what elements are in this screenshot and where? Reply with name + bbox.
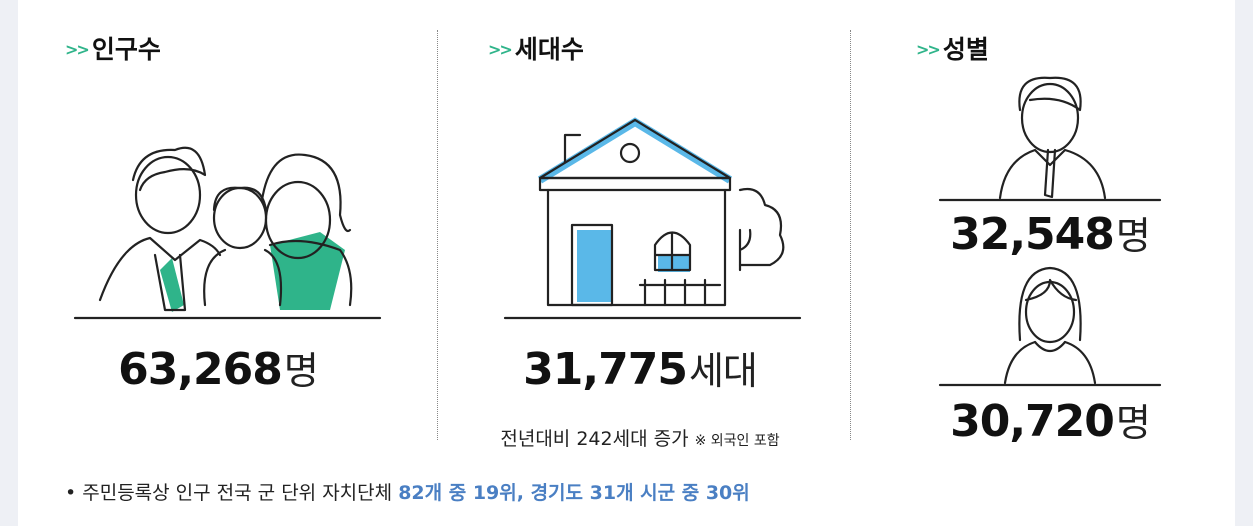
footer-highlight: 82개 중 19위, 경기도 31개 시군 중 30위 xyxy=(398,482,750,504)
family-icon xyxy=(73,146,382,320)
value: 30,720 xyxy=(950,396,1115,447)
divider xyxy=(850,30,851,440)
male-value: 32,548명 xyxy=(905,205,1195,260)
title-text: 세대수 xyxy=(514,35,584,64)
section-title: >> 인구수 xyxy=(65,30,161,66)
note: 전년대비 242세대 증가 xyxy=(500,428,689,450)
value: 63,268 xyxy=(118,344,283,395)
section-title: >> 세대수 xyxy=(488,30,584,66)
panel xyxy=(18,0,1235,526)
arrow-icon: >> xyxy=(65,40,90,59)
divider xyxy=(437,30,438,440)
footer: • 주민등록상 인구 전국 군 단위 자치단체 82개 중 19위, 경기도 3… xyxy=(65,478,750,505)
value: 31,775 xyxy=(523,344,688,395)
value: 32,548 xyxy=(950,209,1115,260)
unit: 명 xyxy=(1115,401,1151,445)
unit: 명 xyxy=(1115,214,1151,258)
footer-text: • 주민등록상 인구 전국 군 단위 자치단체 xyxy=(65,482,393,504)
population-value: 63,268명 xyxy=(68,340,368,395)
arrow-icon: >> xyxy=(488,40,513,59)
section-title: >> 성별 xyxy=(916,30,989,66)
title-text: 인구수 xyxy=(91,35,161,64)
female-icon xyxy=(938,266,1162,387)
female-value: 30,720명 xyxy=(905,392,1195,447)
unit: 세대 xyxy=(688,349,758,393)
household-value: 31,775세대 xyxy=(490,340,790,395)
household-note: 전년대비 242세대 증가 ※ 외국인 포함 xyxy=(440,424,840,451)
note-small: ※ 외국인 포함 xyxy=(694,433,780,449)
title-text: 성별 xyxy=(942,35,989,64)
unit: 명 xyxy=(283,349,319,393)
male-icon xyxy=(938,76,1162,202)
house-icon xyxy=(503,117,802,320)
arrow-icon: >> xyxy=(916,40,941,59)
illustrations xyxy=(73,76,1162,387)
